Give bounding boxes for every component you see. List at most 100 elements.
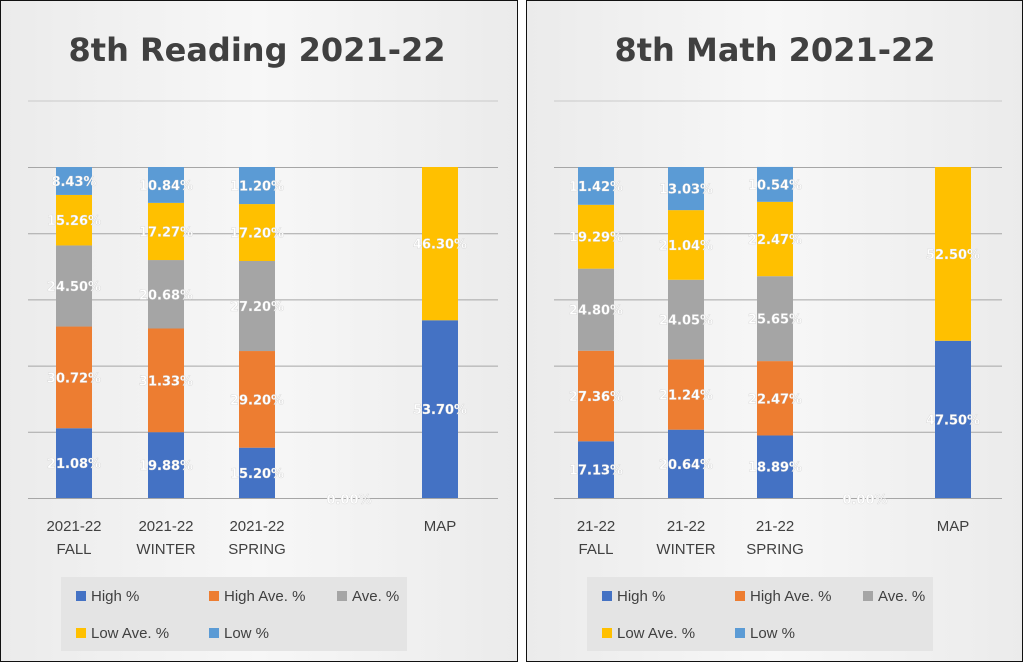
math-legend-label: High % — [617, 588, 665, 605]
reading-bar-segment — [56, 167, 92, 195]
math-category-label: SPRING — [746, 541, 804, 558]
math-bar-segment — [668, 167, 704, 211]
reading-category-label: 2021-22 — [46, 518, 101, 535]
math-data-label: 17.13% — [569, 464, 623, 479]
reading-bar-segment — [56, 428, 92, 498]
math-data-label: 18.89% — [748, 461, 802, 476]
math-legend-label: Ave. % — [878, 588, 925, 605]
reading-legend-item: High Ave. % — [209, 588, 305, 605]
math-legend: High % High Ave. % Ave. % Low Ave. % Low % — [587, 577, 933, 651]
reading-legend-swatch — [209, 628, 219, 638]
math-legend-swatch — [735, 591, 745, 601]
reading-bar-segment — [148, 167, 184, 203]
math-bar-segment — [757, 276, 793, 362]
reading-legend-label: High % — [91, 588, 139, 605]
math-bar-segment — [935, 340, 971, 498]
math-category-label: 21-22 — [756, 518, 794, 535]
reading-bar-segment — [56, 245, 92, 327]
math-category-label: MAP — [937, 518, 970, 535]
math-data-label: 52.50% — [926, 248, 980, 263]
reading-bar-segment — [56, 326, 92, 429]
math-legend-item: Low % — [735, 625, 795, 642]
reading-data-label: 11.20% — [230, 180, 284, 195]
math-legend-label: Low % — [750, 625, 795, 642]
reading-bar-segment — [239, 351, 275, 448]
math-data-label: 25.65% — [748, 313, 802, 328]
math-data-label: 21.04% — [659, 239, 713, 254]
math-legend-label: High Ave. % — [750, 588, 831, 605]
math-legend-swatch — [863, 591, 873, 601]
reading-legend-label: Low % — [224, 625, 269, 642]
reading-data-label: 46.30% — [413, 238, 467, 253]
reading-category-label: 2021-22 — [229, 518, 284, 535]
reading-data-label: 0.00% — [326, 493, 371, 508]
reading-data-label: 8.43% — [51, 175, 96, 190]
math-data-label: 24.80% — [569, 304, 623, 319]
reading-bar-segment — [239, 447, 275, 498]
reading-legend-box — [61, 577, 407, 651]
math-data-label: 11.42% — [569, 180, 623, 195]
math-chart-title: 8th Math 2021-22 — [614, 31, 935, 69]
reading-bar-segment — [422, 320, 458, 498]
reading-legend-item: High % — [76, 588, 139, 605]
reading-chart: 8th Reading 2021-22 21.08% 30.72% 24.50% 15.… — [28, 31, 498, 651]
reading-category-label: 2021-22 — [138, 518, 193, 535]
math-data-label: 13.03% — [659, 183, 713, 198]
reading-data-label: 15.26% — [47, 214, 101, 229]
math-bar-segment — [578, 441, 614, 498]
math-category-label: WINTER — [656, 541, 715, 558]
math-legend-item: High % — [602, 588, 665, 605]
math-bar-segment — [757, 435, 793, 498]
math-legend-box — [587, 577, 933, 651]
reading-data-label: 31.33% — [139, 374, 193, 389]
math-bar-segment — [935, 167, 971, 341]
math-legend-item: Low Ave. % — [602, 625, 695, 642]
math-bar-segment — [757, 361, 793, 436]
math-bar-segment — [757, 166, 793, 202]
reading-bar-segment — [239, 261, 275, 352]
reading-legend-swatch — [76, 628, 86, 638]
math-legend-swatch — [602, 628, 612, 638]
reading-chart-title: 8th Reading 2021-22 — [69, 31, 446, 69]
reading-data-label: 17.27% — [139, 225, 193, 240]
math-data-label: 27.36% — [569, 390, 623, 405]
math-legend-swatch — [735, 628, 745, 638]
reading-bar-segment — [148, 260, 184, 329]
math-data-label: 10.54% — [748, 178, 802, 193]
math-bar-segment — [578, 204, 614, 269]
math-category-label: 21-22 — [667, 518, 705, 535]
math-category-label: FALL — [578, 541, 613, 558]
reading-data-label: 19.88% — [139, 459, 193, 474]
reading-data-label: 15.20% — [230, 467, 284, 482]
math-data-label: 22.47% — [748, 233, 802, 248]
reading-data-label: 29.20% — [230, 393, 284, 408]
math-legend-label: Low Ave. % — [617, 625, 695, 642]
reading-legend-label: Ave. % — [352, 588, 399, 605]
reading-data-label: 20.68% — [139, 288, 193, 303]
math-chart-panel: 8th Math 2021-22 17.13% 27.36% 24.80% 19.29%… — [526, 0, 1023, 662]
math-data-label: 47.50% — [926, 413, 980, 428]
math-data-label: 22.47% — [748, 392, 802, 407]
math-data-label: 24.05% — [659, 314, 713, 329]
math-bar-segment — [757, 201, 793, 277]
math-data-label: 20.64% — [659, 458, 713, 473]
math-data-label: 21.24% — [659, 389, 713, 404]
reading-legend: High % High Ave. % Ave. % Low Ave. % Low % — [61, 577, 407, 651]
reading-category-label: SPRING — [228, 541, 286, 558]
math-legend-item: High Ave. % — [735, 588, 831, 605]
reading-data-label: 53.70% — [413, 403, 467, 418]
math-bar-segment — [668, 279, 704, 360]
math-legend-item: Ave. % — [863, 588, 925, 605]
reading-bar-segment — [148, 432, 184, 498]
reading-data-label: 10.84% — [139, 179, 193, 194]
reading-bar-segment — [148, 202, 184, 261]
reading-legend-swatch — [209, 591, 219, 601]
reading-bar-segment — [239, 204, 275, 262]
reading-chart-panel: 8th Reading 2021-22 21.08% 30.72% 24.50% 15.… — [0, 0, 518, 662]
math-bar-segment — [668, 429, 704, 498]
reading-bar-segment — [148, 328, 184, 433]
math-data-label: 0.00% — [842, 493, 887, 508]
reading-data-label: 30.72% — [47, 371, 101, 386]
math-bar-segment — [668, 359, 704, 430]
